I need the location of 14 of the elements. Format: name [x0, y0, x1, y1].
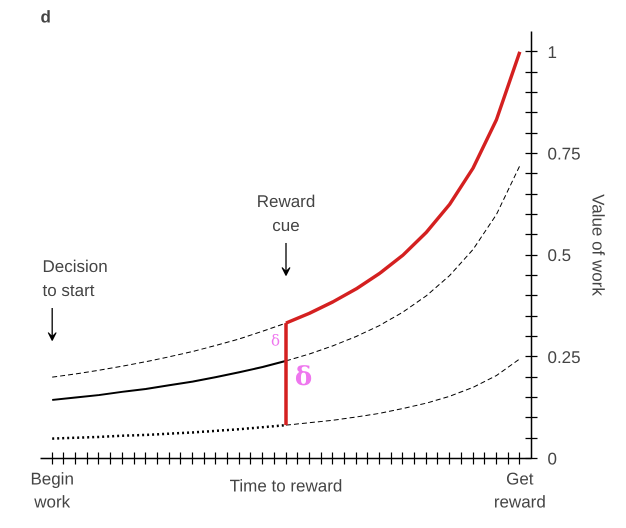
x-tick-label: Get reward — [494, 470, 546, 512]
chart-title: d — [40, 8, 51, 26]
annotation: Reward cue — [256, 192, 316, 235]
y-tick-label: 0.25 — [548, 348, 581, 367]
y-axis-title: Value of work — [588, 194, 608, 296]
x-tick-label: Begin work — [30, 470, 74, 512]
y-tick-label: 0.75 — [548, 144, 581, 164]
y-tick-label: 1 — [548, 42, 557, 62]
y-tick-label: 0 — [548, 450, 557, 468]
annotation: Decision to start — [42, 257, 108, 300]
y-tick-label: 0.5 — [548, 246, 572, 266]
annotation: δ — [270, 332, 280, 350]
x-axis-title: Time to reward — [230, 476, 342, 496]
annotation: δ — [294, 362, 312, 392]
